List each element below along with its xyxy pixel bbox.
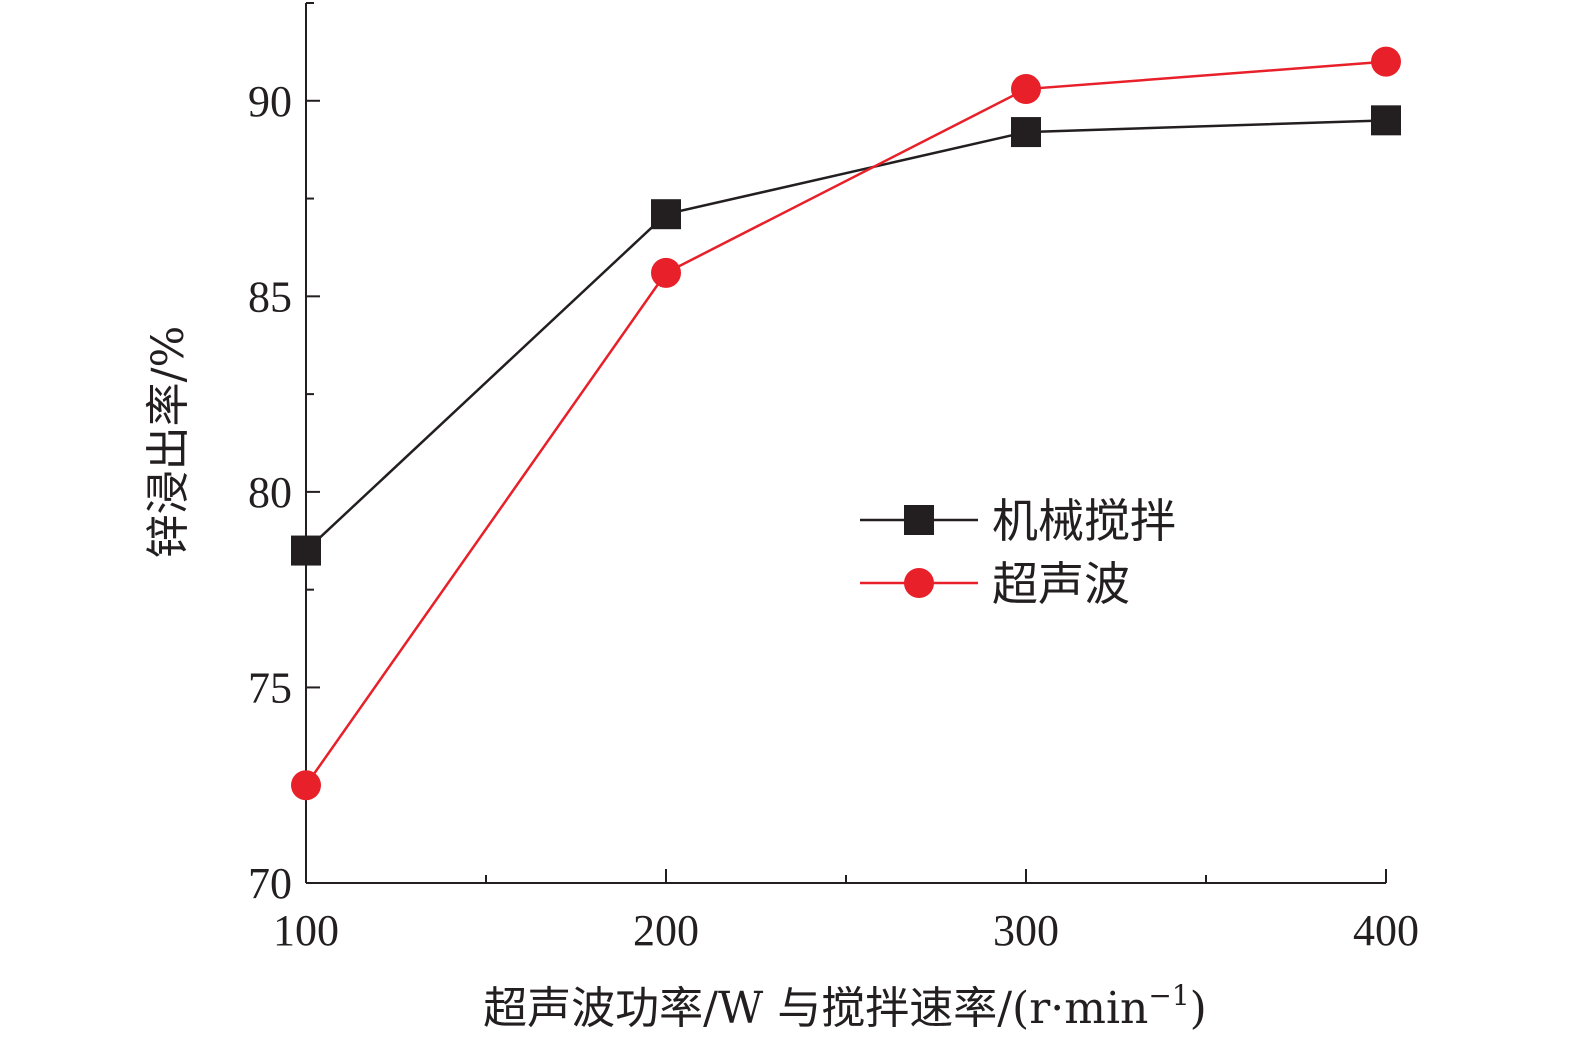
data-point-series1-2 bbox=[651, 199, 681, 230]
series-line-1 bbox=[305, 119, 1387, 552]
y-tick-label: 85 bbox=[248, 272, 292, 321]
y-tick-label: 75 bbox=[248, 663, 292, 712]
data-point-series2-1 bbox=[291, 770, 321, 801]
x-tick-label: 400 bbox=[1353, 906, 1419, 955]
x-axis-title-tail: ) bbox=[1190, 983, 1207, 1034]
data-point-series1-1 bbox=[291, 535, 321, 566]
legend-marker-2 bbox=[904, 568, 934, 598]
y-tick-label: 80 bbox=[248, 468, 292, 517]
series-line-2 bbox=[304, 60, 1387, 786]
series-layer bbox=[291, 46, 1401, 801]
data-point-series2-2 bbox=[651, 257, 681, 288]
data-point-series2-4 bbox=[1371, 46, 1401, 77]
x-tick-label: 300 bbox=[993, 906, 1059, 955]
x-axis-title: 超声波功率/W 与搅拌速率/(r·min−1) bbox=[483, 979, 1207, 1034]
y-tick-label: 90 bbox=[248, 77, 292, 126]
x-tick-label: 200 bbox=[633, 906, 699, 955]
axes bbox=[305, 3, 1386, 884]
y-tick-label: 70 bbox=[248, 859, 292, 908]
data-point-series1-4 bbox=[1371, 105, 1401, 136]
legend-marker-1 bbox=[904, 505, 934, 535]
legend-label-2: 超声波 bbox=[992, 557, 1130, 611]
data-point-series1-3 bbox=[1011, 117, 1041, 148]
x-axis-title-superscript: −1 bbox=[1148, 979, 1189, 1012]
ticks: 70 75 80 85 90 100 200 300 400 bbox=[248, 2, 1419, 955]
data-point-series2-3 bbox=[1011, 74, 1041, 105]
legend-label-1: 机械搅拌 bbox=[992, 494, 1176, 548]
y-axis-title: 锌浸出率/% bbox=[143, 326, 194, 559]
x-tick-label: 100 bbox=[273, 906, 339, 955]
x-axis-title-main: 超声波功率/W 与搅拌速率/(r·min bbox=[483, 983, 1148, 1034]
